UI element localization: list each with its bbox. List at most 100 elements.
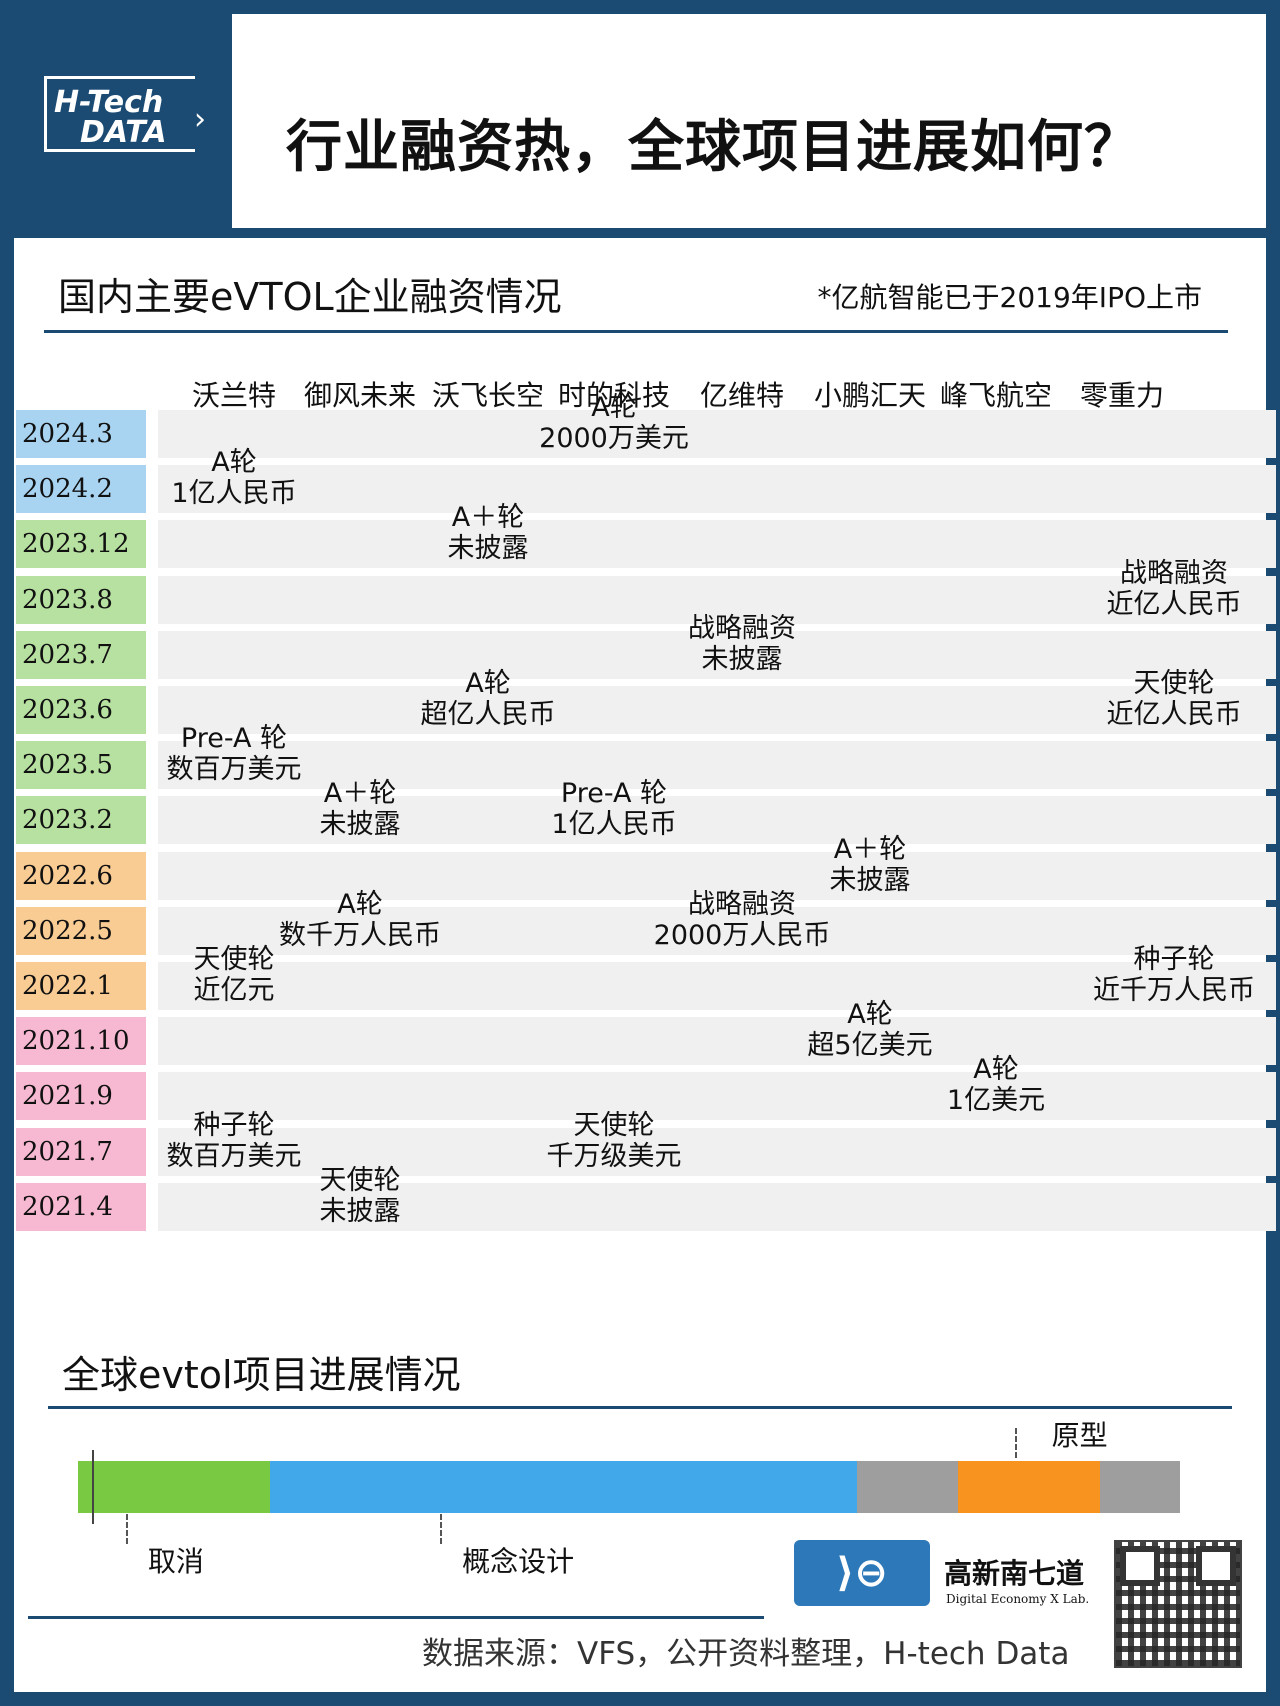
amount-label: 1亿美元: [946, 1085, 1046, 1117]
amount-label: 千万级美元: [546, 1140, 682, 1172]
table-row: [158, 796, 1276, 845]
round-label: 战略融资: [688, 612, 796, 644]
financing-event: A轮 数千万人民币: [265, 889, 455, 951]
round-label: 天使轮: [193, 944, 275, 975]
round-label: 战略融资: [1120, 557, 1228, 589]
section-title-financing: 国内主要eVTOL企业融资情况: [58, 275, 562, 319]
round-label: 天使轮: [573, 1109, 655, 1141]
round-label: 种子轮: [193, 1109, 275, 1141]
company-header: 亿维特: [699, 379, 784, 412]
round-label: A轮: [591, 392, 637, 423]
progress-segment: [857, 1461, 959, 1513]
date-label: 2022.5: [16, 906, 146, 955]
amount-label: 数百万美元: [166, 1140, 302, 1172]
date-label: 2023.2: [16, 796, 146, 845]
financing-event: A轮 2000万美元: [519, 392, 709, 454]
amount-label: 1亿人民币: [551, 809, 677, 841]
round-label: 战略融资: [688, 888, 796, 920]
round-label: A轮: [973, 1054, 1019, 1086]
brand-subtitle: Digital Economy X Lab.: [946, 1592, 1090, 1606]
ipo-note: *亿航智能已于2019年IPO上市: [817, 281, 1202, 314]
company-header: 沃飞长空: [431, 379, 544, 412]
arrow-icon: ›: [194, 102, 206, 137]
data-source: 数据来源：VFS，公开资料整理，H-tech Data: [422, 1636, 1070, 1672]
table-row: [158, 1127, 1276, 1176]
round-label: A轮: [847, 999, 893, 1031]
round-label: A轮: [211, 447, 257, 479]
bar-axis: [92, 1450, 94, 1524]
qr-code-icon: [1114, 1540, 1242, 1668]
table-row: [158, 1182, 1276, 1231]
date-label: 2024.3: [16, 410, 146, 458]
amount-label: 近千万人民币: [1093, 975, 1255, 1006]
logo: H-Tech DATA ›: [14, 14, 232, 228]
section-title-progress: 全球evtol项目进展情况: [62, 1353, 461, 1397]
financing-event: 种子轮 数百万美元: [139, 1110, 329, 1172]
table-row: [158, 851, 1276, 900]
financing-event: A轮 1亿人民币: [139, 447, 329, 509]
company-header: 御风未来: [303, 379, 416, 412]
date-label: 2021.4: [16, 1182, 146, 1231]
company-header: 峰飞航空: [939, 379, 1052, 412]
segment-label: 取消: [147, 1545, 204, 1578]
amount-label: 未披露: [701, 643, 783, 675]
date-label: 2023.12: [16, 520, 146, 569]
amount-label: 近亿人民币: [1106, 588, 1242, 620]
infographic: H-Tech DATA › 行业融资热，全球项目进展如何？ 国内主要eVTOL企…: [14, 14, 1276, 1692]
amount-label: 未披露: [319, 809, 401, 841]
brand-logo-icon: ⟩⊖: [794, 1540, 930, 1606]
section-divider: [48, 1406, 1232, 1409]
callout-line: [125, 1514, 128, 1544]
round-label: Pre-A 轮: [180, 723, 288, 755]
callout-line: [1014, 1428, 1017, 1458]
financing-event: 战略融资 近亿人民币: [1079, 558, 1269, 620]
financing-event: Pre-A 轮 1亿人民币: [519, 778, 709, 840]
financing-event: Pre-A 轮数百万美元: [139, 723, 329, 785]
header-band: [14, 228, 1266, 238]
round-label: A＋轮: [451, 502, 525, 534]
progress-segment: [269, 1461, 858, 1513]
table-row: [158, 741, 1276, 790]
amount-label: 超5亿美元: [807, 1030, 933, 1062]
logo-line1: H-Tech: [54, 85, 164, 120]
date-label: 2022.1: [16, 962, 146, 1010]
date-label: 2021.10: [16, 1017, 146, 1066]
financing-event: A＋轮 未披露: [775, 834, 965, 896]
table-row: [158, 520, 1276, 569]
table-row: [158, 410, 1276, 458]
date-label: 2023.6: [16, 686, 146, 734]
date-label: 2023.8: [16, 575, 146, 624]
date-label: 2023.5: [16, 741, 146, 790]
table-row: [158, 465, 1276, 514]
company-header: 时的科技: [557, 379, 670, 412]
amount-label: 数百万美元: [166, 754, 302, 786]
amount-label: 数千万人民币: [279, 919, 441, 951]
round-label: A＋轮: [323, 778, 397, 810]
round-label: 天使轮: [1133, 668, 1215, 699]
amount-label: 未披露: [447, 533, 529, 565]
amount-label: 2000万美元: [539, 423, 689, 454]
table-row: [158, 686, 1276, 734]
logo-frame: [44, 76, 195, 152]
round-label: A轮: [465, 668, 511, 699]
financing-event: A轮 1亿美元: [901, 1054, 1091, 1116]
amount-label: 超亿人民币: [420, 699, 556, 730]
financing-event: 天使轮 近亿元: [139, 944, 329, 1006]
table-row: [158, 906, 1276, 955]
amount-label: 近亿元: [193, 975, 275, 1006]
section-divider: [44, 330, 1228, 333]
amount-label: 近亿人民币: [1106, 699, 1242, 730]
segment-label: 原型: [1051, 1419, 1108, 1452]
table-row: [158, 1017, 1276, 1066]
table-row: [158, 962, 1276, 1010]
financing-event: A轮 超5亿美元: [775, 999, 965, 1061]
table-row: [158, 630, 1276, 679]
amount-label: 1亿人民币: [171, 478, 297, 510]
financing-event: 天使轮 近亿人民币: [1079, 668, 1269, 730]
table-row: [158, 575, 1276, 624]
round-label: A＋轮: [833, 833, 907, 865]
amount-label: 未披露: [319, 1195, 401, 1227]
segment-label: 概念设计: [462, 1545, 575, 1578]
financing-event: 种子轮 近千万人民币: [1079, 944, 1269, 1006]
financing-event: A轮 超亿人民币: [393, 668, 583, 730]
